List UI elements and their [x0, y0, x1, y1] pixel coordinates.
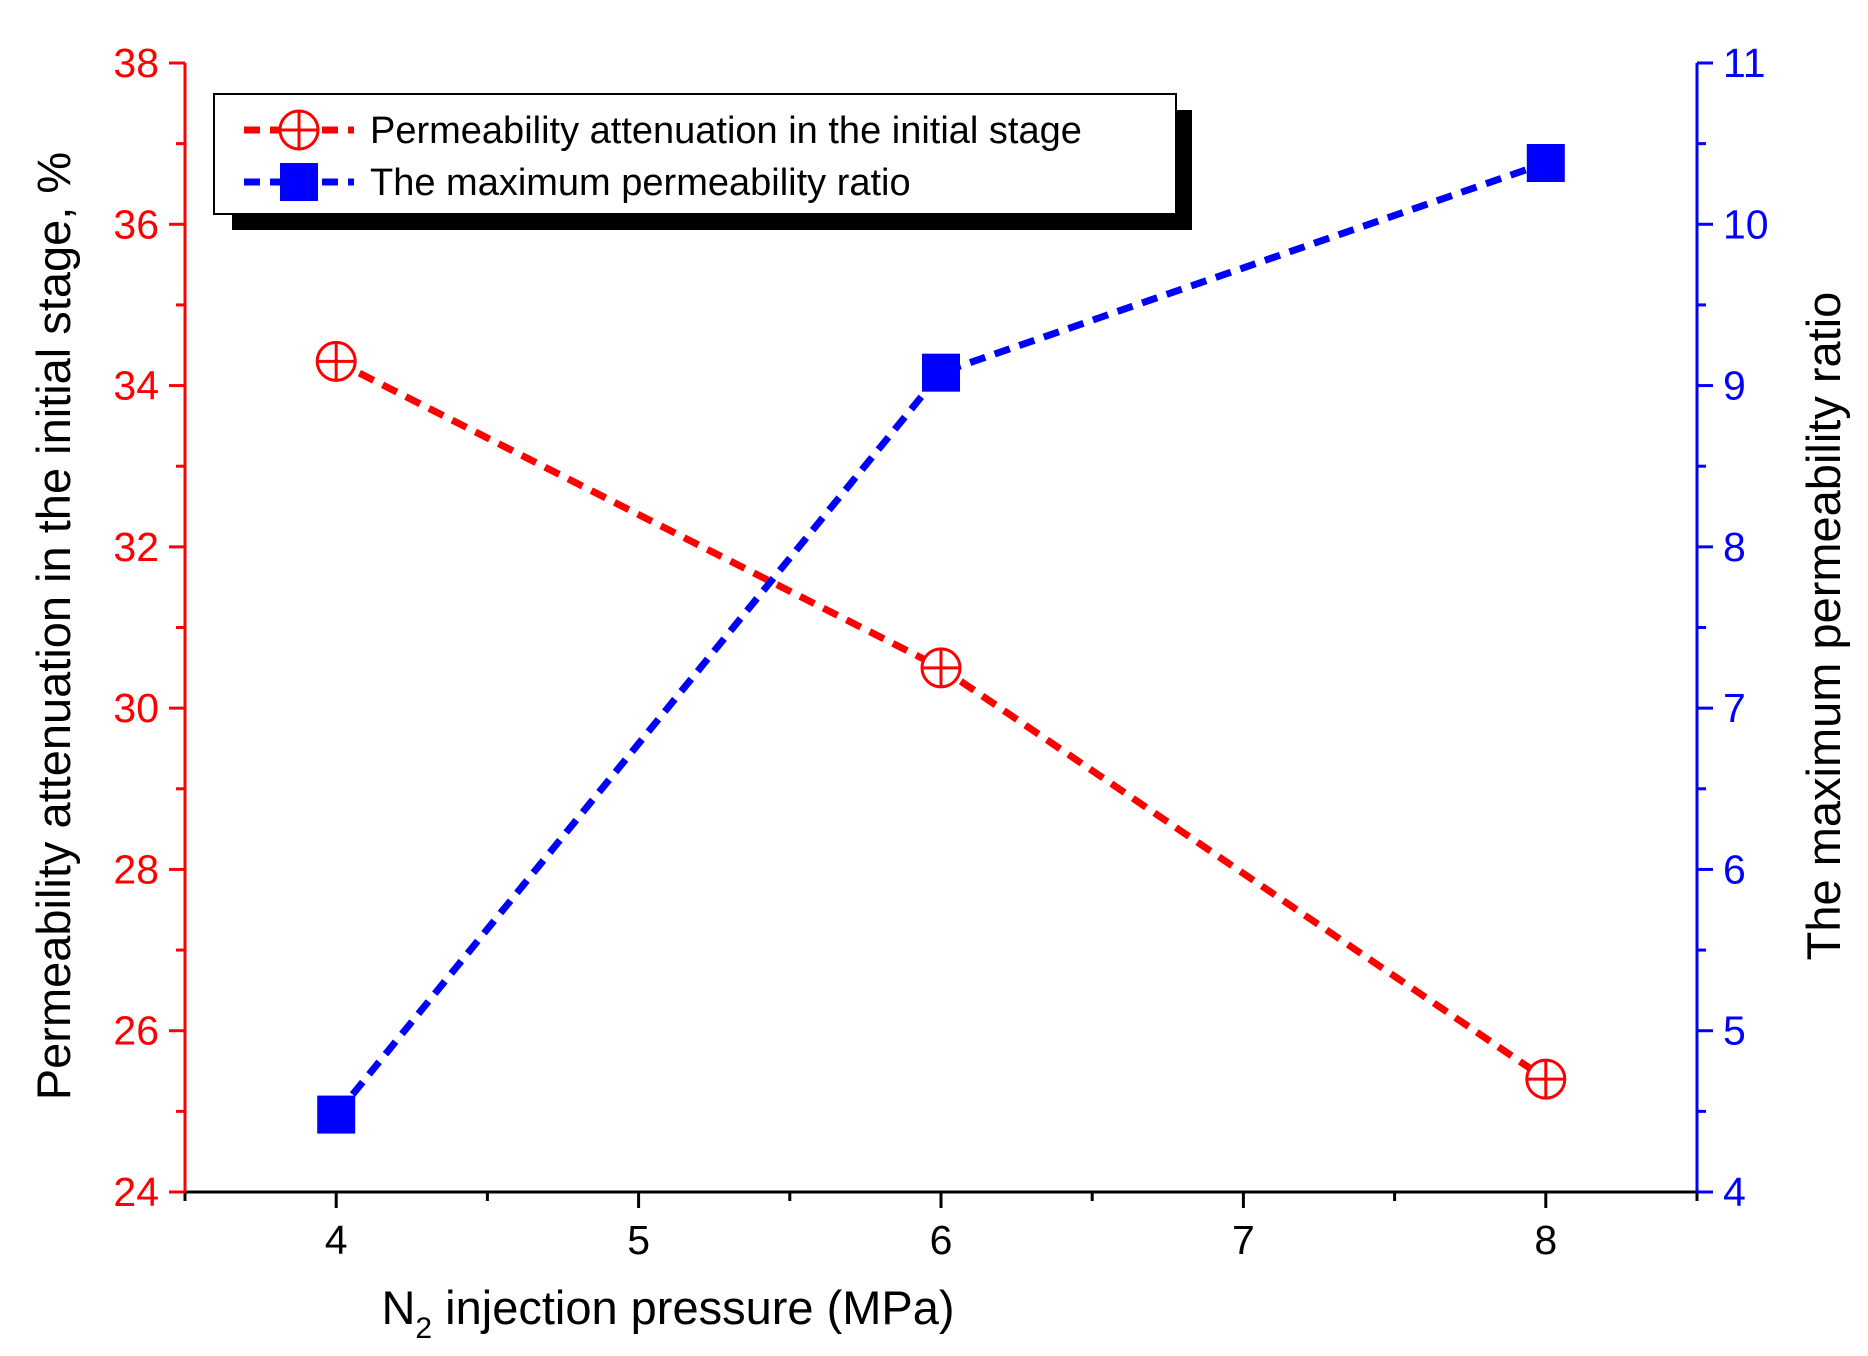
- y-left-tick-label: 26: [113, 1008, 159, 1054]
- y-left-tick-label: 34: [113, 363, 159, 409]
- x-tick-label: 7: [1232, 1217, 1255, 1263]
- data-point-circle-plus: [920, 647, 962, 689]
- y-left-tick-label: 30: [113, 685, 159, 731]
- series-line-1: [334, 358, 1548, 1082]
- y-right-tick-label: 6: [1723, 846, 1746, 892]
- x-tick-label: 5: [627, 1217, 650, 1263]
- axis-titles: N2 injection pressure (MPa) Permeability…: [27, 152, 1850, 1345]
- legend: Permeability attenuation in the initial …: [213, 93, 1192, 230]
- x-tick-label: 4: [325, 1217, 348, 1263]
- y-right-axis-title: The maximum permeability ratio: [1797, 292, 1850, 961]
- y-right-tick-label: 8: [1723, 524, 1746, 570]
- legend-marker-circle-plus: [278, 109, 320, 151]
- legend-box: [213, 93, 1177, 215]
- y-left-tick-label: 28: [113, 846, 159, 892]
- y-right-tick-label: 11: [1723, 40, 1766, 86]
- y-left-tick-label: 32: [113, 524, 159, 570]
- y-right-tick-label: 10: [1723, 201, 1769, 247]
- y-left-tick-label: 24: [113, 1169, 159, 1215]
- data-point-square: [317, 1095, 356, 1134]
- y-left-axis-title: Permeability attenuation in the initial …: [27, 152, 80, 1100]
- x-axis-title: N2 injection pressure (MPa): [381, 1281, 954, 1345]
- axes-layer: 4 5 6 7 8 24 26 28 30 32 34 36 38 4 5 6 7 8 9 10 11: [113, 40, 1768, 1263]
- series-line-2: [333, 159, 1547, 1117]
- y-right-tick-label: 5: [1723, 1008, 1746, 1054]
- data-point-square: [922, 353, 960, 392]
- legend-label-series-2: The maximum permeability ratio: [370, 162, 911, 204]
- y-right-tick-label: 4: [1723, 1169, 1746, 1215]
- x-tick-label: 8: [1534, 1217, 1557, 1263]
- y-right-tick-label: 9: [1723, 363, 1746, 409]
- legend-marker-square: [280, 163, 318, 201]
- legend-label-series-1: Permeability attenuation in the initial …: [370, 110, 1082, 152]
- data-point-square: [1526, 143, 1565, 182]
- y-left-tick-label: 38: [113, 40, 159, 86]
- y-right-tick-label: 7: [1723, 685, 1746, 731]
- x-tick-label: 6: [930, 1217, 953, 1263]
- data-point-circle-plus: [315, 340, 357, 382]
- data-point-circle-plus: [1525, 1058, 1567, 1100]
- series-layer: [315, 143, 1567, 1134]
- y-left-tick-label: 36: [113, 201, 159, 247]
